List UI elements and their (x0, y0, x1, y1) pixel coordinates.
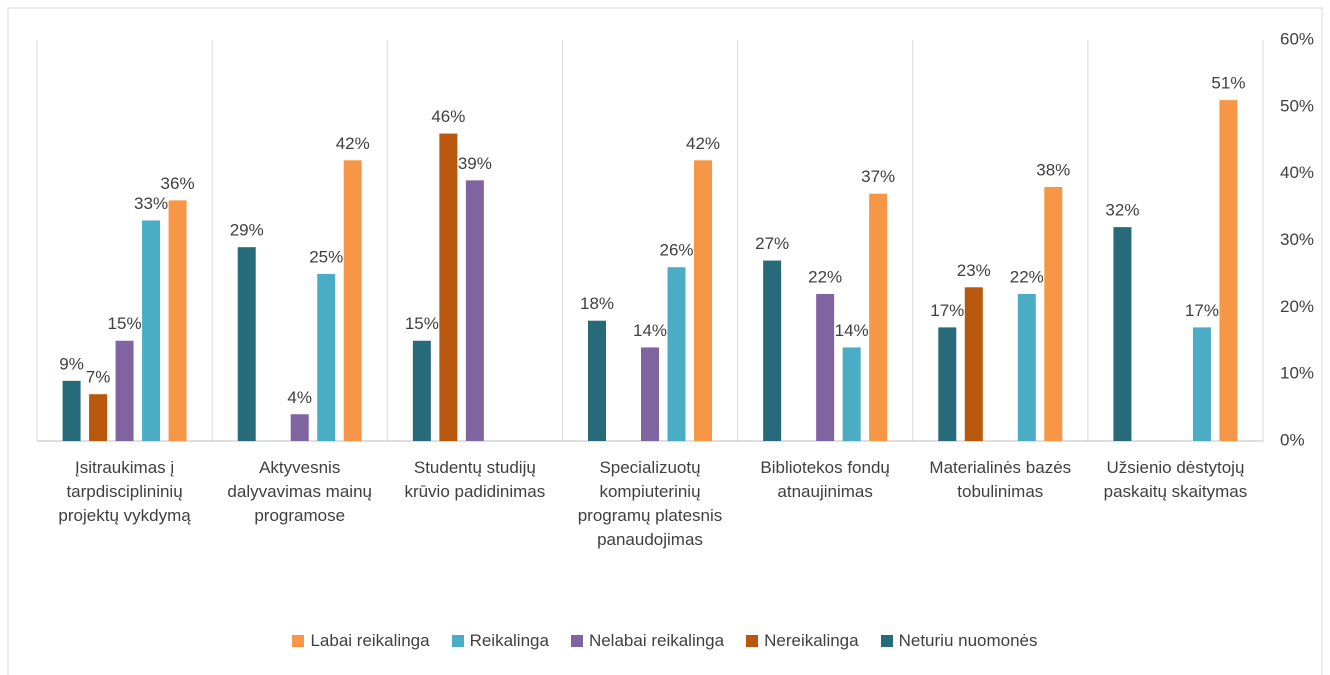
bar (869, 193, 888, 441)
bar (465, 180, 484, 441)
x-tick-label: Materialinės bazės tobulinimas (929, 458, 1072, 501)
data-label: 33% (134, 194, 168, 213)
data-label: 14% (633, 321, 667, 340)
data-label: 46% (431, 107, 465, 126)
data-label: 9% (59, 354, 84, 373)
legend: Labai reikalinga Reikalinga Nelabai reikal… (0, 631, 1330, 651)
data-label: 23% (957, 261, 991, 280)
data-label: 17% (930, 301, 964, 320)
y-tick-label: 0% (1280, 430, 1305, 449)
legend-item: Nereikalinga (746, 631, 859, 651)
bar (1113, 227, 1132, 441)
y-tick-label: 30% (1280, 230, 1314, 249)
bar (290, 414, 309, 441)
legend-swatch (880, 635, 893, 647)
bar (816, 293, 835, 441)
bar (641, 347, 659, 441)
data-label: 18% (580, 294, 614, 313)
bar (694, 160, 712, 442)
data-label: 39% (458, 154, 492, 173)
legend-label: Neturiu nuomonės (898, 631, 1038, 650)
legend-label: Labai reikalinga (310, 631, 430, 650)
bar (1219, 100, 1238, 442)
x-tick-label: Bibliotekos fondų atnaujinimas (760, 458, 890, 501)
x-tick-label: Įsitraukimas į tarpdisciplininių projekt… (58, 458, 191, 525)
y-tick-label: 50% (1280, 96, 1314, 115)
bar (115, 340, 134, 441)
bar (439, 133, 458, 442)
bar (667, 267, 686, 441)
data-label: 4% (287, 388, 312, 407)
data-label: 22% (1010, 267, 1044, 286)
y-tick-label: 60% (1280, 29, 1314, 48)
data-label: 27% (755, 234, 789, 253)
data-label: 25% (309, 247, 343, 266)
bar (237, 247, 256, 441)
legend-item: Reikalinga (451, 631, 549, 651)
legend-swatch (746, 635, 759, 647)
legend-label: Nereikalinga (764, 631, 859, 650)
bar (1192, 327, 1211, 441)
bar (317, 273, 336, 441)
x-tick-label: Aktyvesnis dalyvavimas mainų programose (227, 458, 372, 525)
data-label: 14% (835, 321, 869, 340)
y-tick-label: 20% (1280, 297, 1314, 316)
chart-border (7, 7, 1323, 675)
legend-item: Neturiu nuomonės (880, 631, 1038, 651)
bar (412, 340, 431, 441)
data-label: 15% (108, 314, 142, 333)
legend-swatch (570, 635, 583, 647)
bar (1044, 187, 1063, 441)
data-label: 22% (808, 267, 842, 286)
data-label: 51% (1211, 74, 1245, 93)
data-label: 42% (686, 134, 720, 153)
data-label: 37% (861, 167, 895, 186)
bar (89, 394, 108, 441)
legend-item: Nelabai reikalinga (570, 631, 725, 651)
data-label: 29% (230, 221, 264, 240)
legend-swatch (451, 635, 464, 647)
bar (343, 160, 362, 442)
data-label: 17% (1185, 301, 1219, 320)
data-label: 26% (659, 241, 693, 260)
x-tick-label: Studentų studijų krūvio padidinimas (404, 458, 546, 501)
x-tick-label: Specializuotų kompiuterinių programų pla… (577, 458, 723, 549)
bar (588, 320, 606, 441)
bar (168, 200, 187, 441)
bar (964, 287, 983, 441)
data-label: 7% (86, 368, 111, 387)
data-label: 42% (336, 134, 370, 153)
bar (1017, 293, 1036, 441)
data-label: 38% (1036, 161, 1070, 180)
y-tick-label: 10% (1280, 364, 1314, 383)
data-label: 32% (1105, 201, 1139, 220)
x-tick-label: Užsienio dėstytojų paskaitų skaitymas (1103, 458, 1248, 501)
y-tick-label: 40% (1280, 163, 1314, 182)
bar (842, 347, 861, 441)
bar (142, 220, 161, 441)
bar (938, 327, 957, 441)
bar (62, 380, 81, 441)
bar (763, 260, 782, 441)
data-label: 36% (161, 174, 195, 193)
data-label: 15% (405, 314, 439, 333)
legend-item: Labai reikalinga (292, 631, 430, 651)
legend-label: Reikalinga (469, 631, 549, 650)
legend-label: Nelabai reikalinga (588, 631, 725, 650)
legend-swatch (292, 635, 305, 647)
